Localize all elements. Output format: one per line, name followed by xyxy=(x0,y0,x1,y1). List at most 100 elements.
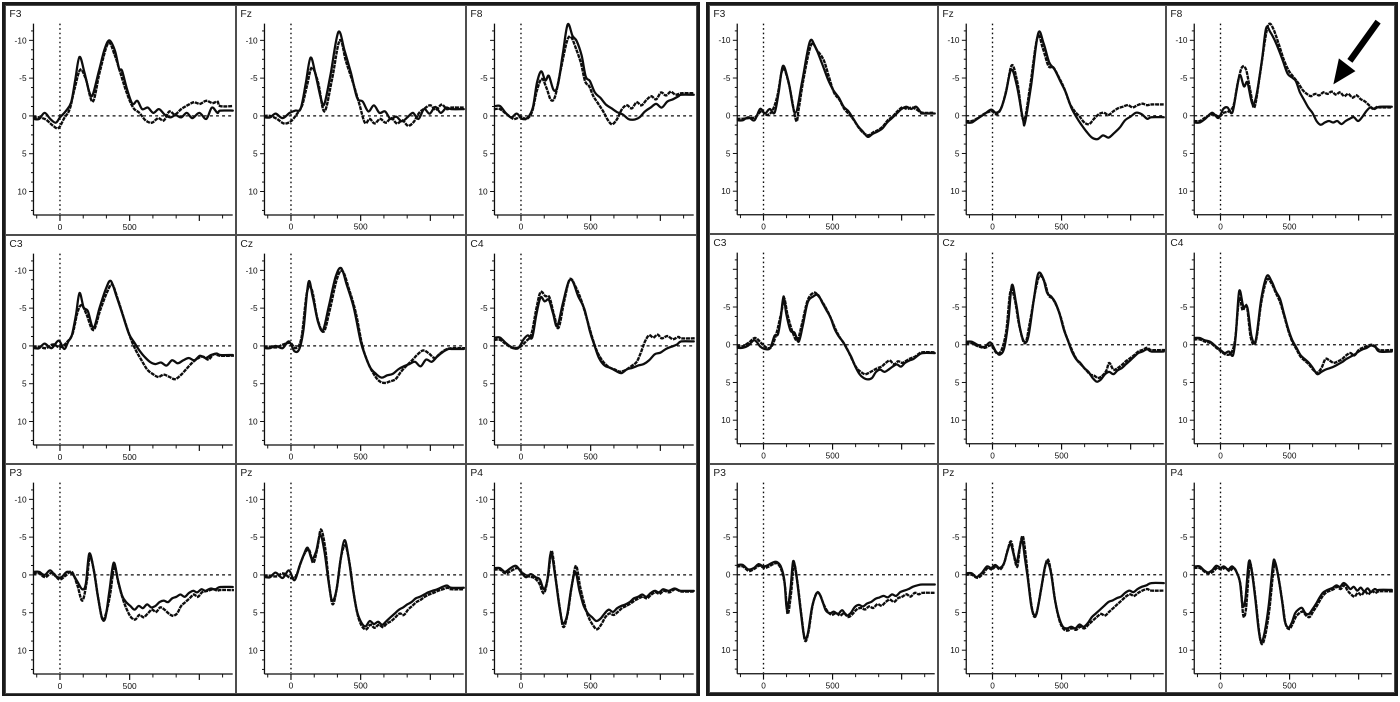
y-tick-label: 10 xyxy=(1179,186,1189,196)
axes: -10 -5 0 5 10 0 500 xyxy=(245,23,464,232)
channel-label: C3 xyxy=(9,238,22,249)
x-tick-label: 500 xyxy=(1283,680,1297,690)
subplot-canvas: -5 0 5 10 0 500 C4 xyxy=(1171,238,1394,461)
channel-label: F8 xyxy=(1171,9,1183,20)
y-tick-label: 0 xyxy=(726,340,731,350)
channel-label: C4 xyxy=(471,238,484,249)
y-tick-label: 0 xyxy=(253,341,258,351)
solid-waveform xyxy=(263,534,465,628)
y-tick-label: -5 xyxy=(481,532,489,542)
y-tick-label: -10 xyxy=(245,265,257,275)
y-tick-label: 5 xyxy=(1183,607,1188,617)
y-tick-label: -5 xyxy=(19,303,27,313)
y-tick-label: 0 xyxy=(22,570,27,580)
x-tick-label: 500 xyxy=(123,681,137,691)
y-tick-label: 5 xyxy=(954,378,959,388)
y-tick-label: 10 xyxy=(479,646,489,656)
x-tick-label: 500 xyxy=(353,451,367,461)
x-tick-label: 0 xyxy=(990,680,995,690)
y-tick-label: 0 xyxy=(483,111,488,121)
axes: -10 -5 0 5 10 0 500 xyxy=(15,253,233,461)
y-tick-label: 0 xyxy=(253,570,258,580)
x-tick-label: 500 xyxy=(353,222,367,232)
channel-label: Fz xyxy=(942,9,953,20)
y-tick-label: -5 xyxy=(250,532,258,542)
axes: -5 0 5 10 0 500 xyxy=(950,252,1164,461)
channel-label: C4 xyxy=(1171,238,1184,249)
dotted-waveform xyxy=(494,549,696,631)
solid-waveform xyxy=(494,277,696,374)
dotted-waveform xyxy=(32,282,234,381)
subplot-canvas: -10 -5 0 5 10 0 500 Fz xyxy=(942,9,1165,231)
x-tick-label: 500 xyxy=(584,451,598,461)
channel-label: Fz xyxy=(240,9,251,20)
y-tick-label: -5 xyxy=(1180,532,1188,542)
y-tick-label: -10 xyxy=(476,495,488,505)
subplot-canvas: -5 0 5 10 0 500 F8 xyxy=(471,9,696,232)
y-tick-label: 0 xyxy=(954,340,959,350)
y-tick-label: 0 xyxy=(954,111,959,121)
y-tick-label: 0 xyxy=(954,569,959,579)
y-tick-label: 10 xyxy=(248,186,258,196)
x-tick-label: 0 xyxy=(1219,680,1224,690)
axes: -10 -5 0 5 10 0 500 xyxy=(15,23,233,232)
x-tick-label: 500 xyxy=(1283,451,1297,461)
y-tick-label: -5 xyxy=(19,532,27,542)
dotted-waveform xyxy=(32,555,234,622)
y-tick-label: -10 xyxy=(15,265,27,275)
y-tick-label: 10 xyxy=(1179,645,1189,655)
channel-label: F8 xyxy=(471,9,483,20)
solid-waveform xyxy=(32,552,234,623)
axes: -10 -5 0 5 10 0 500 xyxy=(476,483,695,691)
axes: -10 -5 0 5 10 0 500 xyxy=(1176,23,1393,231)
solid-waveform xyxy=(494,552,696,626)
solid-waveform xyxy=(1194,558,1394,643)
solid-waveform xyxy=(32,279,234,367)
x-tick-label: 500 xyxy=(1054,680,1068,690)
y-tick-label: 10 xyxy=(17,416,27,426)
dotted-waveform xyxy=(965,274,1165,380)
x-tick-label: 0 xyxy=(990,221,995,231)
axes: -10 -5 0 5 10 0 500 xyxy=(947,23,1164,231)
x-tick-label: 500 xyxy=(123,451,137,461)
subplot-canvas: -10 -5 0 5 10 0 500 F3 xyxy=(713,9,936,231)
y-tick-label: -10 xyxy=(245,35,257,45)
x-tick-label: 500 xyxy=(584,222,598,232)
solid-waveform xyxy=(965,30,1165,141)
dotted-waveform xyxy=(263,269,465,384)
y-tick-label: 10 xyxy=(17,186,27,196)
y-tick-label: 5 xyxy=(483,149,488,159)
axes: -5 0 5 10 0 500 xyxy=(950,482,1164,690)
y-tick-label: -5 xyxy=(952,532,960,542)
subplot-canvas: -5 0 5 10 0 500 C3 xyxy=(713,238,936,461)
y-tick-label: 0 xyxy=(253,111,258,121)
solid-waveform xyxy=(736,559,936,640)
subplot-left-F8: -5 0 5 10 0 500 F8 xyxy=(466,5,697,235)
y-tick-label: 0 xyxy=(726,111,731,121)
y-tick-label: 5 xyxy=(253,149,258,159)
axes: -10 -5 0 5 10 0 500 xyxy=(15,483,233,691)
channel-label: P3 xyxy=(9,468,22,479)
y-tick-label: 0 xyxy=(22,341,27,351)
x-tick-label: 0 xyxy=(1219,221,1224,231)
subplot-canvas: -10 -5 0 5 10 0 500 P4 xyxy=(471,468,696,691)
channel-label: P4 xyxy=(1171,467,1184,478)
x-tick-label: 0 xyxy=(519,451,524,461)
y-tick-label: -5 xyxy=(19,73,27,83)
x-tick-label: 0 xyxy=(58,222,63,232)
dotted-waveform xyxy=(1193,561,1394,645)
y-tick-label: 5 xyxy=(954,607,959,617)
subplot-left-Pz: -10 -5 0 5 10 0 500 Pz xyxy=(235,464,467,695)
subplot-right-F8: -10 -5 0 5 10 0 500 F8 xyxy=(1166,5,1395,235)
solid-waveform xyxy=(494,22,696,121)
solid-waveform xyxy=(965,538,1165,630)
x-tick-label: 0 xyxy=(761,451,766,461)
axes: -5 0 5 10 0 500 xyxy=(721,482,935,690)
subplot-left-P3: -10 -5 0 5 10 0 500 P3 xyxy=(5,464,236,695)
y-tick-label: 10 xyxy=(1179,415,1189,425)
y-tick-label: -5 xyxy=(1180,302,1188,312)
solid-waveform xyxy=(1194,274,1394,376)
subplot-canvas: -10 -5 0 5 10 0 500 C3 xyxy=(9,238,234,461)
y-tick-label: 5 xyxy=(1183,378,1188,388)
